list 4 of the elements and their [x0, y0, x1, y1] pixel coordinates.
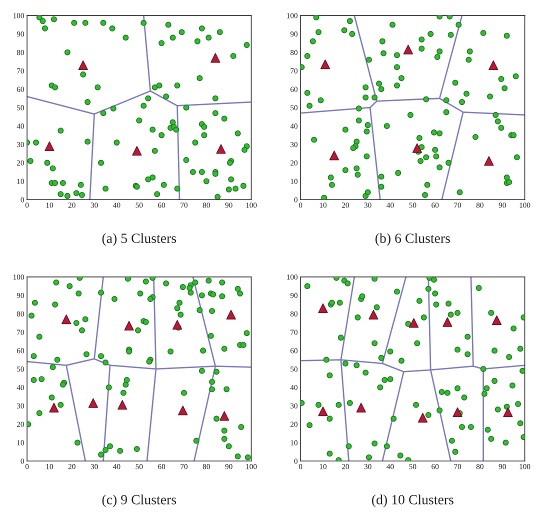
- text: (a) 5 Clusters: [102, 233, 176, 246]
- text: (d) 10 Clusters: [372, 494, 454, 508]
- text: (b) 6 Clusters: [375, 233, 450, 246]
- text: (c) 9 Clusters: [102, 494, 176, 508]
